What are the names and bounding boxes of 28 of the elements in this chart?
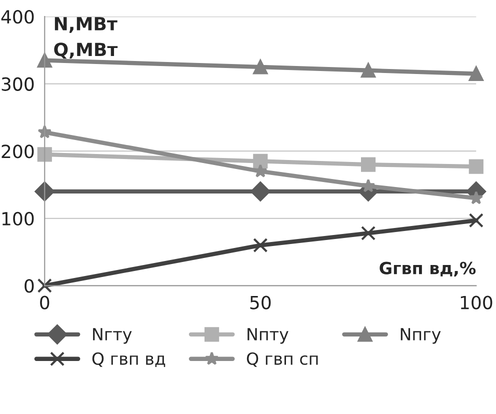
x-tick-label: 0: [40, 296, 50, 310]
legend-label: Q гвп вд: [92, 352, 166, 367]
point: [469, 190, 484, 204]
point: [37, 147, 52, 162]
point: [360, 63, 376, 78]
legend-label: Q гвп сп: [246, 352, 318, 367]
point: [253, 154, 268, 168]
point: [468, 213, 484, 228]
y-tick-label: 0: [24, 279, 34, 293]
y-tick-label: 100: [2, 212, 34, 226]
x-axis-title: Gгвп вд,%: [380, 262, 476, 276]
point: [360, 157, 376, 172]
y-tick-label: 400: [1, 10, 34, 24]
point: [468, 159, 484, 174]
point: [250, 182, 270, 202]
point: [253, 238, 268, 253]
point: [253, 60, 268, 74]
y-tick-label: 200: [2, 144, 34, 158]
x-tick-label: 100: [460, 296, 492, 310]
legend-label: Nгту: [93, 328, 132, 344]
point: [360, 226, 376, 240]
point: [37, 278, 52, 293]
y-tick-label: 300: [2, 77, 34, 91]
point: [468, 66, 484, 82]
y-axis-title: N,МВт Q,МВт: [54, 17, 118, 59]
legend-label: Nпту: [248, 328, 288, 344]
x-tick-label: 50: [250, 296, 271, 310]
legend-label: Nпгу: [400, 328, 441, 344]
